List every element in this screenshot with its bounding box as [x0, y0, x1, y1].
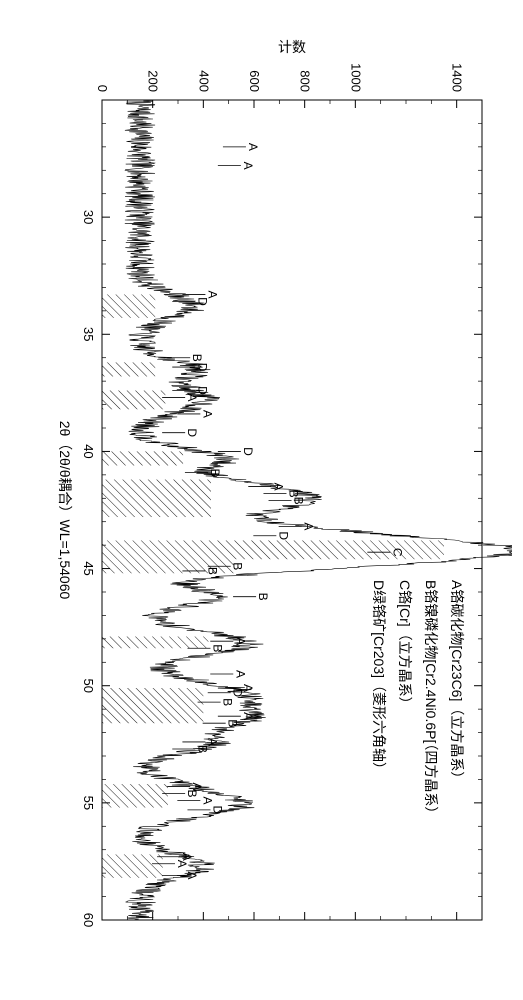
peak-label: A [301, 522, 315, 530]
peak-label: A [233, 670, 247, 678]
peak-label: B [230, 562, 244, 570]
peak-label: A [240, 162, 254, 170]
legend-item: A铬碳化物[Cr23C6]（立方晶系） [449, 580, 465, 785]
y-tick-label: 1400 [449, 63, 464, 92]
peak-label: A [240, 712, 254, 720]
x-tick-label: 45 [81, 561, 96, 575]
peak-label: B [185, 789, 199, 797]
y-tick-label: 1000 [348, 63, 363, 92]
peak-band [102, 784, 168, 807]
x-tick-label: 30 [81, 210, 96, 224]
peak-label: A [185, 394, 199, 402]
y-tick-label: 800 [297, 70, 312, 92]
legend-item: D绿铬矿[Cr203]（菱形六角轴） [371, 580, 387, 776]
peak-label: D [195, 363, 209, 372]
x-axis-label: 2θ（2θ/θ耦合）WL=1,54060 [57, 421, 73, 600]
peak-label: B [195, 745, 209, 753]
peak-label: A [233, 637, 247, 645]
peak-label: A [200, 797, 214, 805]
y-tick-label: 200 [145, 70, 160, 92]
peak-label: D [276, 531, 290, 540]
peak-label: D [210, 806, 224, 815]
peak-label: B [225, 719, 239, 727]
peak-label: B [256, 593, 270, 601]
peak-band [102, 294, 155, 317]
y-tick-label: 0 [95, 85, 110, 92]
peak-band [102, 854, 163, 877]
peak-label: B [190, 354, 204, 362]
peak-band [102, 637, 208, 649]
y-tick-label: 400 [196, 70, 211, 92]
peak-label: D [185, 428, 199, 437]
x-tick-label: 60 [81, 913, 96, 927]
peak-label: C [390, 548, 404, 557]
y-axis-label: 计数 [278, 39, 306, 55]
peak-label: A [200, 410, 214, 418]
x-tick-label: 55 [81, 796, 96, 810]
peak-label: B [220, 698, 234, 706]
peak-label: D [230, 688, 244, 697]
xrd-chart: 303540455055600200400600800100014002θ（2θ… [12, 20, 512, 980]
y-tick-label: 600 [247, 70, 262, 92]
x-tick-label: 40 [81, 444, 96, 458]
peak-band [102, 688, 203, 723]
peak-label: D [240, 447, 254, 456]
peak-label: B [291, 497, 305, 505]
peak-band [102, 451, 183, 465]
peak-band [102, 362, 155, 376]
peak-label: B [210, 644, 224, 652]
peak-label: A [175, 860, 189, 868]
chart-svg: 303540455055600200400600800100014002θ（2θ… [12, 20, 512, 980]
x-tick-label: 35 [81, 327, 96, 341]
peak-label: D [195, 297, 209, 306]
peak-label: A [185, 871, 199, 879]
peak-band [102, 391, 165, 410]
peak-label: B [205, 567, 219, 575]
peak-label: B [207, 469, 221, 477]
peak-label: A [271, 483, 285, 491]
legend-item: B铬镍磷化物[Cr2.4Ni0.6P[（四方晶系） [423, 580, 439, 820]
x-tick-label: 50 [81, 678, 96, 692]
peak-label: A [245, 143, 259, 151]
peak-band [102, 480, 211, 517]
legend-item: C铬[Cr]（立方晶系） [397, 580, 413, 711]
